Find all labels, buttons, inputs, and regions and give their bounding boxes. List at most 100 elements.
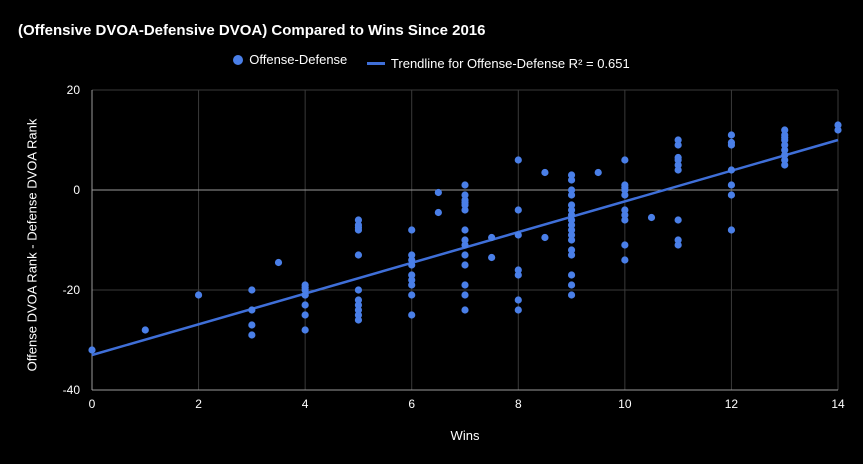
data-point[interactable] xyxy=(621,156,629,164)
data-point[interactable] xyxy=(834,121,842,129)
data-point[interactable] xyxy=(461,306,469,314)
data-point[interactable] xyxy=(567,206,576,214)
data-point[interactable] xyxy=(301,283,309,292)
data-point[interactable] xyxy=(354,311,363,319)
data-point[interactable] xyxy=(141,326,149,334)
data-point[interactable] xyxy=(461,236,469,244)
data-point[interactable] xyxy=(781,161,789,169)
data-point[interactable] xyxy=(594,168,602,177)
data-point[interactable] xyxy=(461,181,469,189)
data-point[interactable] xyxy=(674,166,682,174)
data-point[interactable] xyxy=(621,216,629,224)
data-point[interactable] xyxy=(248,321,256,329)
data-point[interactable] xyxy=(781,141,789,149)
data-point[interactable] xyxy=(567,176,576,184)
data-point[interactable] xyxy=(514,306,522,314)
data-point[interactable] xyxy=(461,191,469,199)
data-point[interactable] xyxy=(834,126,842,134)
data-point[interactable] xyxy=(488,233,496,242)
data-point[interactable] xyxy=(514,271,522,279)
data-point[interactable] xyxy=(674,136,682,144)
data-point[interactable] xyxy=(354,223,363,232)
data-point[interactable] xyxy=(488,253,496,262)
data-point[interactable] xyxy=(434,188,442,197)
data-point[interactable] xyxy=(621,256,629,264)
data-point[interactable] xyxy=(461,241,469,249)
data-point[interactable] xyxy=(647,213,656,222)
data-point[interactable] xyxy=(408,311,416,319)
data-point[interactable] xyxy=(567,216,576,224)
data-point[interactable] xyxy=(727,226,736,234)
data-point[interactable] xyxy=(674,141,682,149)
data-point[interactable] xyxy=(727,166,736,174)
data-point[interactable] xyxy=(354,286,363,294)
data-point[interactable] xyxy=(194,291,203,299)
data-point[interactable] xyxy=(461,226,469,234)
data-point[interactable] xyxy=(408,281,416,289)
data-point[interactable] xyxy=(248,306,256,314)
data-point[interactable] xyxy=(674,236,682,244)
data-point[interactable] xyxy=(88,346,96,354)
data-point[interactable] xyxy=(354,296,363,304)
data-point[interactable] xyxy=(727,191,736,199)
data-point[interactable] xyxy=(621,206,629,214)
data-point[interactable] xyxy=(274,258,283,267)
data-point[interactable] xyxy=(354,306,363,314)
data-point[interactable] xyxy=(514,231,522,239)
data-point[interactable] xyxy=(301,291,309,299)
data-point[interactable] xyxy=(408,271,416,279)
data-point[interactable] xyxy=(301,326,309,334)
data-point[interactable] xyxy=(514,156,522,164)
data-point[interactable] xyxy=(567,201,576,209)
data-point[interactable] xyxy=(248,286,256,294)
data-point[interactable] xyxy=(567,291,576,299)
data-point[interactable] xyxy=(621,191,629,199)
data-point[interactable] xyxy=(461,261,469,269)
data-point[interactable] xyxy=(567,221,576,229)
data-point[interactable] xyxy=(408,251,416,259)
data-point[interactable] xyxy=(461,291,469,299)
data-point[interactable] xyxy=(621,183,629,192)
data-point[interactable] xyxy=(781,146,789,154)
data-point[interactable] xyxy=(621,241,629,249)
data-point[interactable] xyxy=(248,331,256,339)
data-point[interactable] xyxy=(354,301,363,309)
data-point[interactable] xyxy=(567,236,576,244)
data-point[interactable] xyxy=(567,226,576,234)
data-point[interactable] xyxy=(674,161,682,169)
data-point[interactable] xyxy=(514,266,522,274)
data-point[interactable] xyxy=(781,151,789,159)
data-point[interactable] xyxy=(408,226,416,234)
data-point[interactable] xyxy=(301,301,309,309)
data-point[interactable] xyxy=(301,311,309,319)
data-point[interactable] xyxy=(567,246,576,254)
data-point[interactable] xyxy=(514,296,522,304)
data-point[interactable] xyxy=(541,233,549,242)
data-point[interactable] xyxy=(567,271,576,279)
data-point[interactable] xyxy=(674,216,682,224)
data-point[interactable] xyxy=(567,281,576,289)
data-point[interactable] xyxy=(567,186,576,194)
data-point[interactable] xyxy=(461,198,469,207)
data-point[interactable] xyxy=(674,153,682,162)
data-point[interactable] xyxy=(354,316,363,324)
data-point[interactable] xyxy=(781,156,789,164)
data-point[interactable] xyxy=(461,206,469,214)
data-point[interactable] xyxy=(461,251,469,259)
data-point[interactable] xyxy=(408,291,416,299)
data-point[interactable] xyxy=(567,251,576,259)
data-point[interactable] xyxy=(781,133,789,142)
data-point[interactable] xyxy=(408,261,416,269)
data-point[interactable] xyxy=(461,281,469,289)
data-point[interactable] xyxy=(514,206,522,214)
data-point[interactable] xyxy=(567,191,576,199)
data-point[interactable] xyxy=(567,211,576,219)
data-point[interactable] xyxy=(727,138,736,147)
data-point[interactable] xyxy=(727,181,736,189)
data-point[interactable] xyxy=(541,168,549,177)
legend-item-trendline[interactable]: Trendline for Offense-Defense R² = 0.651 xyxy=(366,56,630,71)
legend-item-series[interactable]: Offense-Defense xyxy=(233,52,347,67)
data-point[interactable] xyxy=(408,256,416,264)
data-point[interactable] xyxy=(434,208,442,217)
data-point[interactable] xyxy=(354,251,363,259)
